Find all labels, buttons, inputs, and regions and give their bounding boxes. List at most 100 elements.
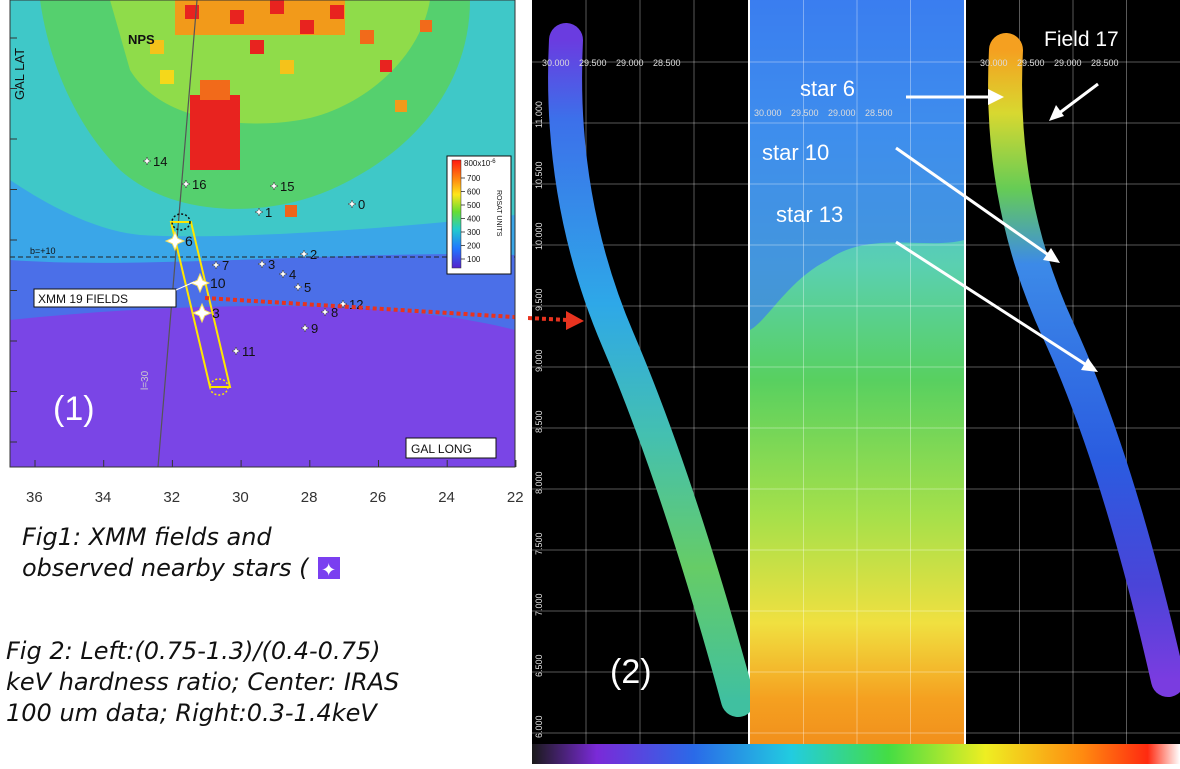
field-end-circle <box>209 378 229 396</box>
xmm-pointer-line <box>175 281 195 291</box>
dec-tick-label: 7.500 <box>534 532 544 555</box>
arrow-star-10 <box>895 146 1051 258</box>
ra-tick-label: 29.500 <box>791 108 819 118</box>
star-number-label: 6 <box>185 233 193 249</box>
colorbar-tick-label: 700 <box>467 174 481 183</box>
gal-long-box <box>405 437 497 459</box>
star-marker-1: 1 <box>254 205 272 220</box>
star-marker-5: 5 <box>293 280 311 295</box>
center-ra-ticks: 30.000 29.500 29.000 28.500 <box>754 108 893 118</box>
star-marker-10: 10 <box>189 272 226 294</box>
star-13-label: star 13 <box>776 202 843 227</box>
left-panel-grid <box>532 0 748 744</box>
x-tick-label: 30 <box>232 489 249 506</box>
ra-tick-label: 29.500 <box>1017 58 1045 68</box>
l-label: l=30 <box>140 370 151 390</box>
fig2-colorbar <box>532 744 1180 764</box>
xmm-label-box <box>33 288 177 308</box>
figure-1-caption: Fig1: XMM fields and observed nearby sta… <box>22 522 422 586</box>
colorbar-tick-label: 600 <box>467 188 481 197</box>
field-17-circle <box>171 213 191 231</box>
dec-tick-label: 6.000 <box>534 715 544 738</box>
star-marker-16: 16 <box>181 177 206 192</box>
x-tick-label: 22 <box>507 489 524 506</box>
star-number-label: 16 <box>192 177 206 192</box>
star-marker-8: 8 <box>320 305 338 320</box>
star-6-label: star 6 <box>800 76 855 101</box>
ra-tick-label: 29.000 <box>616 58 644 68</box>
x-tick-label: 26 <box>370 489 387 506</box>
star-number-label: 11 <box>242 344 256 359</box>
panel-label-1: (1) <box>53 390 95 428</box>
star-icon <box>300 323 310 333</box>
star-icon <box>211 260 221 270</box>
figure-2-caption: Fig 2: Left:(0.75-1.3)/(0.4-0.75) keV ha… <box>6 636 526 729</box>
xmm-label: XMM 19 FIELDS <box>38 292 128 306</box>
star-number-label: 4 <box>289 267 296 282</box>
ra-tick-label: 29.500 <box>579 58 607 68</box>
arrow-star-6-head <box>988 89 1004 105</box>
star-marker-6: 6 <box>164 230 193 252</box>
colorbar-inset: 700 600 500 400 300 200 100 800x10-6 ROSAT UNI… <box>446 155 512 275</box>
star-icon <box>191 302 213 324</box>
center-blue-top <box>750 0 964 330</box>
b-label: b=+10 <box>30 246 56 256</box>
colorbar-tick-label: 300 <box>467 228 481 237</box>
gal-long-label: GAL LONG <box>411 442 472 456</box>
x-tick-label: 34 <box>95 489 112 506</box>
star-marker-4: 4 <box>278 267 296 282</box>
star-icon <box>269 181 279 191</box>
star-number-label: 3 <box>212 305 220 321</box>
red-arrow-start <box>204 296 515 320</box>
x-tick-label: 32 <box>163 489 180 506</box>
colorbar-top-label: 800x10-6 <box>464 159 496 168</box>
ra-tick-label: 28.500 <box>653 58 681 68</box>
dec-tick-label: 8.500 <box>534 410 544 433</box>
nps-label: NPS <box>128 32 155 47</box>
caption-2-line-1: Fig 2: Left:(0.75-1.3)/(0.4-0.75) <box>6 637 381 665</box>
star-marker-14: 14 <box>142 154 167 169</box>
star-number-label: 8 <box>331 305 338 320</box>
dec-tick-label: 11.000 <box>534 101 544 128</box>
dec-tick-label: 10.500 <box>534 161 544 189</box>
star-number-label: 14 <box>153 154 167 169</box>
arrow-field-17-head <box>1049 105 1064 121</box>
dec-tick-label: 10.000 <box>534 222 544 250</box>
dec-tick-label: 6.500 <box>534 654 544 677</box>
caption-2-line-3: 100 um data; Right:0.3-1.4keV <box>6 699 377 727</box>
x-tick-label: 24 <box>438 489 455 506</box>
figure-2-xmm-panels: 30.000 29.500 29.000 28.500 11.000 10.500 10.… <box>528 0 1180 764</box>
left-dec-ticks: 11.000 10.500 10.000 9.500 9.000 8.500 8.000 7.… <box>534 101 544 738</box>
field-17-label: Field 17 <box>1044 28 1119 51</box>
star-icon <box>338 299 348 309</box>
arrow-star-13-head <box>1081 358 1098 372</box>
colorbar-tick-label: 100 <box>467 255 481 264</box>
star-icon <box>142 156 152 166</box>
x-tick-label: 36 <box>26 489 43 506</box>
ra-tick-label: 29.000 <box>1054 58 1082 68</box>
star-icon <box>293 282 303 292</box>
star-number-label: 9 <box>311 321 318 336</box>
panel-label-2: (2) <box>610 653 652 691</box>
star-marker-9: 9 <box>300 321 318 336</box>
star-marker-3: 3 <box>191 302 220 324</box>
star-icon <box>320 307 330 317</box>
caption-2-line-2: keV hardness ratio; Center: IRAS <box>6 668 400 696</box>
star-icon <box>181 179 191 189</box>
arrow-star-10-head <box>1043 248 1060 263</box>
star-number-label: 5 <box>304 280 311 295</box>
star-icon <box>257 259 267 269</box>
star-number-label: 15 <box>280 179 294 194</box>
arrow-star-13 <box>895 240 1089 368</box>
star-icon <box>231 346 241 356</box>
colorbar-tick-label: 500 <box>467 201 481 210</box>
x-axis-ticks: 36 34 32 30 28 26 24 22 <box>26 460 524 506</box>
annotation-arrows <box>895 82 1099 372</box>
ra-tick-label: 29.000 <box>828 108 856 118</box>
dec-tick-label: 7.000 <box>534 593 544 616</box>
colorbar-tick-label: 200 <box>467 242 481 251</box>
center-panel-grid <box>750 0 964 744</box>
